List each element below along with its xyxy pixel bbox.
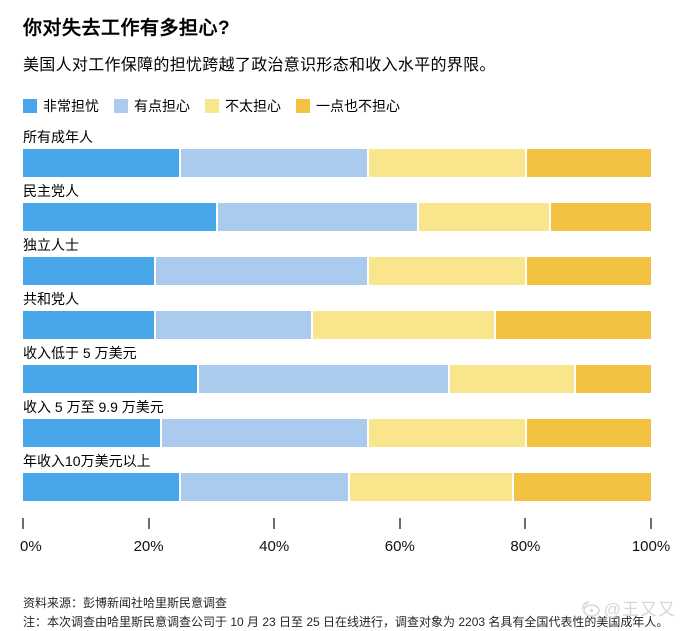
bar-row: 民主党人 (23, 183, 651, 231)
x-axis: 0% 20% 40% 60% 80% 100% (20, 518, 670, 566)
bar-segment (155, 257, 368, 285)
bar-track (23, 149, 651, 177)
bar-segment (526, 419, 652, 447)
legend-label: 有点担心 (134, 98, 190, 114)
weibo-eye-icon (581, 599, 601, 617)
chart-footer: 资料来源：彭博新闻社哈里斯民意调查 注：本次调查由哈里斯民意调查公司于 10 月… (23, 595, 668, 631)
bar-segment (23, 149, 179, 177)
bar-segment (369, 257, 525, 285)
bar-segment (23, 257, 154, 285)
axis-tick-mark (650, 518, 652, 529)
bar-category-label: 所有成年人 (23, 129, 93, 145)
bar-segment (180, 149, 368, 177)
bar-track (23, 365, 651, 393)
watermark: @王又又 (581, 595, 676, 620)
axis-tick: 20% (134, 518, 164, 555)
bar-row: 共和党人 (23, 291, 651, 339)
bar-segment (369, 419, 525, 447)
axis-tick-label: 60% (384, 538, 415, 555)
bar-track (23, 419, 652, 447)
legend-item: 一点也不担心 (296, 96, 400, 116)
bar-segment (155, 311, 312, 339)
bar-category-label: 收入低于 5 万美元 (23, 345, 137, 361)
bar-segment (495, 311, 651, 339)
bar-segment (217, 203, 417, 231)
bar-segment (449, 365, 575, 393)
chart-subtitle: 美国人对工作保障的担忧跨越了政治意识形态和收入水平的界限。 (23, 57, 496, 74)
bar-track (23, 257, 652, 285)
legend-label: 一点也不担心 (316, 98, 400, 114)
axis-tick-label: 0% (20, 538, 42, 555)
bar-category-label: 民主党人 (23, 183, 79, 199)
legend-swatch-icon (296, 99, 310, 113)
axis-tick-mark (22, 518, 24, 529)
bar-segment (551, 203, 651, 231)
legend-swatch-icon (23, 99, 37, 113)
bar-category-label: 年收入10万美元以上 (23, 453, 151, 469)
bar-row: 所有成年人 (23, 129, 651, 177)
bar-category-label: 共和党人 (23, 291, 79, 307)
legend-label: 非常担忧 (43, 98, 99, 114)
bar-segment (526, 257, 652, 285)
bar-segment (23, 419, 160, 447)
bar-row: 收入 5 万至 9.9 万美元 (23, 399, 652, 447)
bar-segment (514, 473, 651, 501)
bar-track (23, 473, 651, 501)
source-note: 资料来源：彭博新闻社哈里斯民意调查 (23, 596, 228, 610)
bar-track (23, 203, 651, 231)
axis-tick-mark (147, 518, 150, 529)
bar-segment (199, 365, 448, 393)
watermark-text: @王又又 (603, 600, 676, 619)
bars: 所有成年人民主党人独立人士共和党人收入低于 5 万美元收入 5 万至 9.9 万… (23, 129, 652, 501)
axis-tick-label: 20% (133, 538, 164, 555)
axis-tick: 100% (632, 518, 670, 555)
bar-track (23, 311, 651, 339)
page-title: 你对失去工作有多担心? (23, 18, 231, 39)
bar-segment (350, 473, 513, 501)
axis-tick-mark (273, 518, 276, 529)
legend-swatch-icon (205, 99, 219, 113)
chart-legend: 非常担忧 有点担心 不太担心 一点也不担心 (23, 96, 653, 116)
bar-segment (180, 473, 349, 501)
axis-tick-label: 100% (631, 538, 671, 555)
legend-item: 有点担心 (114, 96, 190, 116)
bar-segment (576, 365, 651, 393)
axis-tick-mark (524, 518, 527, 529)
axis-tick-label: 80% (510, 538, 541, 555)
bar-segment (23, 203, 216, 231)
bar-segment (23, 311, 154, 339)
axis-tick-mark (398, 518, 401, 529)
legend-item: 不太担心 (205, 96, 281, 116)
bar-category-label: 独立人士 (23, 237, 79, 253)
methodology-note: 注：本次调查由哈里斯民意调查公司于 10 月 23 日至 25 日在线进行，调查… (23, 615, 669, 629)
bar-row: 收入低于 5 万美元 (23, 345, 651, 393)
bar-category-label: 收入 5 万至 9.9 万美元 (23, 399, 164, 415)
bar-segment (161, 419, 368, 447)
axis-tick: 80% (510, 518, 540, 555)
legend-swatch-icon (114, 99, 128, 113)
axis-tick: 40% (259, 518, 289, 555)
bar-row: 年收入10万美元以上 (23, 453, 651, 501)
bar-segment (369, 149, 525, 177)
bar-segment (526, 149, 651, 177)
bar-segment (23, 473, 179, 501)
bar-segment (23, 365, 198, 393)
legend-label: 不太担心 (225, 98, 281, 114)
axis-tick-label: 40% (259, 538, 290, 555)
bar-segment (418, 203, 550, 231)
axis-tick: 0% (20, 518, 42, 555)
legend-item: 非常担忧 (23, 96, 99, 116)
axis-tick: 60% (385, 518, 415, 555)
bar-row: 独立人士 (23, 237, 652, 285)
bar-segment (313, 311, 494, 339)
